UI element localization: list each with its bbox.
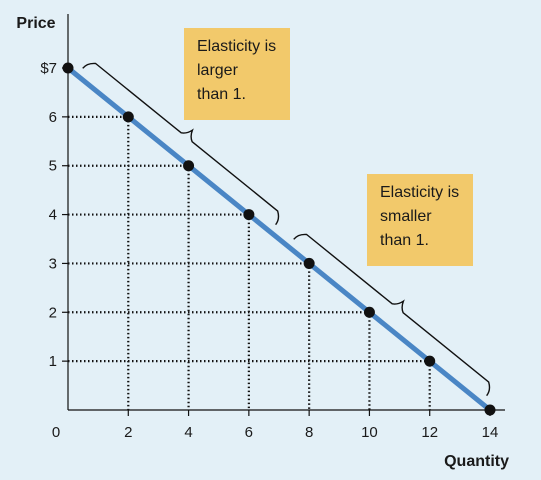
demand-line [65,65,493,413]
x-tick-label: 8 [305,424,313,441]
annotation-box [367,174,473,266]
annotation-text-line: Elasticity is [380,184,459,201]
guide-lines [68,115,431,410]
x-tick-label: 0 [52,424,60,441]
y-tick-label: 2 [49,304,57,321]
data-point [484,404,496,416]
x-tick-label: 4 [184,424,192,441]
annotation-text-line: larger [197,62,239,79]
data-point [424,355,436,367]
annotation-text-line: than 1. [197,86,246,103]
annotation-text-line: than 1. [380,232,429,249]
axes [62,14,505,416]
x-tick-label: 14 [482,424,499,441]
y-tick-label: $7 [40,60,57,77]
data-point [122,111,134,123]
data-point [363,306,375,318]
elasticity-brackets [82,62,491,397]
x-tick-label: 6 [245,424,253,441]
y-tick-label: 1 [49,353,57,370]
data-point [62,62,74,74]
data-point [303,257,315,269]
x-tick-label: 2 [124,424,132,441]
x-axis-title: Quantity [444,453,509,470]
elasticity-bracket [293,233,491,397]
annotation-text-line: smaller [380,208,432,225]
x-tick-label: 12 [421,424,438,441]
data-point [243,209,255,221]
data-points [62,62,496,416]
y-axis-title: Price [16,15,55,32]
demand-line-layer [65,65,493,413]
elasticity-bracket [82,62,280,226]
y-tick-label: 3 [49,255,57,272]
annotations: Elasticity is larger than 1. Elasticity is s… [184,28,473,266]
y-tick-label: 6 [49,109,57,126]
data-point [183,160,195,172]
x-tick-label: 10 [361,424,378,441]
annotation-text-line: Elasticity is [197,38,276,55]
y-tick-label: 4 [49,207,57,224]
annotation-box [184,28,290,120]
y-tick-label: 5 [49,158,57,175]
